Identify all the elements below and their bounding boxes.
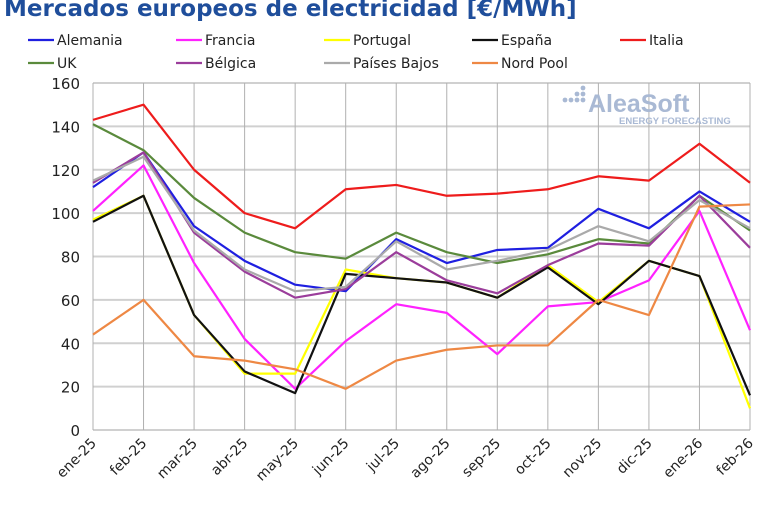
- legend-label: Bélgica: [205, 56, 256, 72]
- legend-label: Italia: [649, 33, 684, 49]
- series-uk: [92, 123, 751, 265]
- legend-label: UK: [57, 56, 77, 72]
- series-line: [92, 151, 751, 299]
- y-tick-label: 160: [51, 75, 80, 93]
- x-tick-label: abr-25: [208, 436, 251, 479]
- series-francia: [92, 164, 752, 390]
- y-tick-label: 140: [51, 118, 80, 136]
- y-tick-label: 80: [61, 249, 80, 267]
- x-tick-label: ene-25: [54, 436, 100, 482]
- y-tick-label: 60: [61, 292, 80, 310]
- y-tick-label: 20: [61, 379, 80, 397]
- x-tick-label: ene-26: [660, 435, 706, 481]
- watermark-dot: [580, 97, 586, 103]
- watermark-dot: [574, 97, 580, 103]
- x-tick-label: may-25: [253, 436, 302, 485]
- series-países-bajos: [92, 155, 751, 293]
- series-line: [92, 155, 751, 293]
- series-nord-pool: [92, 203, 751, 390]
- x-tick-label: feb-25: [107, 436, 150, 479]
- y-tick-label: 0: [70, 422, 80, 440]
- series-bélgica: [92, 151, 751, 299]
- legend-label: Portugal: [353, 33, 411, 49]
- series-line: [92, 203, 751, 390]
- x-tick-label: mar-25: [154, 436, 201, 483]
- x-tick-label: feb-26: [713, 435, 756, 478]
- series-line: [92, 151, 751, 293]
- series-alemania: [92, 151, 751, 293]
- watermark-dot: [580, 85, 586, 91]
- x-tick-label: oct-25: [512, 436, 555, 479]
- series-line: [92, 123, 751, 265]
- series-line: [92, 194, 752, 396]
- y-tick-label: 120: [51, 162, 80, 180]
- watermark-dot: [580, 91, 586, 97]
- x-tick-label: sep-25: [459, 436, 504, 481]
- y-tick-label: 40: [61, 335, 80, 353]
- x-tick-label: jun-25: [309, 436, 352, 479]
- legend-label: Francia: [205, 33, 255, 49]
- series-italia: [92, 103, 751, 230]
- x-tick-label: dic-25: [614, 436, 656, 478]
- x-tick-label: nov-25: [560, 436, 605, 481]
- watermark-dot: [562, 97, 568, 103]
- chart-title: Mercados europeos de electricidad [€/MWh…: [4, 0, 577, 22]
- y-tick-label: 100: [51, 205, 80, 223]
- watermark-brand: AleaSoft: [588, 90, 690, 118]
- series-españa: [92, 194, 752, 396]
- x-tick-label: ago-25: [408, 436, 454, 482]
- legend-label: España: [501, 33, 552, 49]
- legend-label: Nord Pool: [501, 56, 568, 72]
- x-tick-label: jul-25: [363, 436, 403, 476]
- watermark-dot: [574, 91, 580, 97]
- watermark-tagline: ENERGY FORECASTING: [619, 116, 731, 127]
- legend-label: Alemania: [57, 33, 123, 49]
- watermark-dot: [568, 97, 574, 103]
- series-line: [92, 103, 751, 230]
- series-line: [92, 164, 752, 390]
- legend-label: Países Bajos: [353, 56, 439, 72]
